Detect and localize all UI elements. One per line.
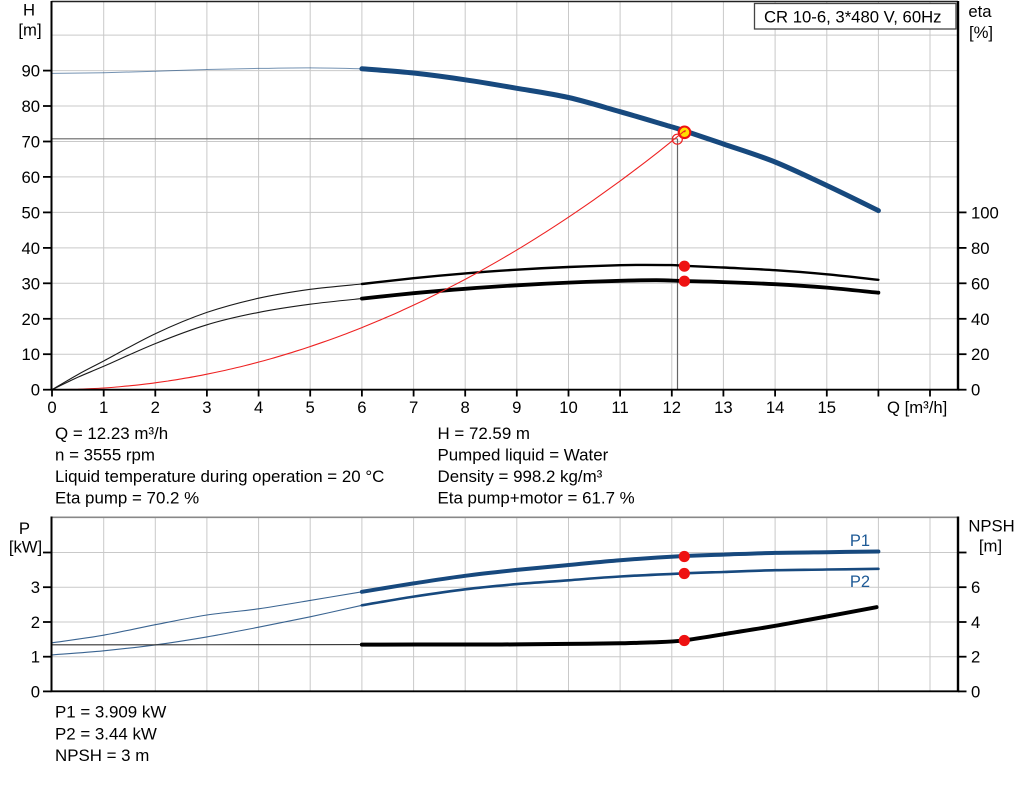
svg-text:3: 3 — [202, 398, 211, 417]
svg-text:3: 3 — [31, 578, 40, 597]
svg-text:2: 2 — [971, 648, 980, 667]
svg-text:P1 = 3.909 kW: P1 = 3.909 kW — [55, 703, 166, 722]
svg-text:Liquid temperature during oper: Liquid temperature during operation = 20… — [55, 467, 384, 486]
svg-text:1: 1 — [99, 398, 108, 417]
svg-text:CR 10-6, 3*480 V, 60Hz: CR 10-6, 3*480 V, 60Hz — [764, 8, 942, 27]
svg-text:60: 60 — [971, 274, 990, 293]
svg-text:P2 = 3.44 kW: P2 = 3.44 kW — [55, 724, 157, 743]
svg-text:H = 72.59 m: H = 72.59 m — [438, 424, 530, 443]
svg-text:20: 20 — [21, 310, 40, 329]
svg-text:[kW]: [kW] — [9, 538, 42, 557]
svg-text:Pumped liquid = Water: Pumped liquid = Water — [438, 445, 609, 464]
svg-text:8: 8 — [461, 398, 470, 417]
svg-text:Q = 12.23 m³/h: Q = 12.23 m³/h — [55, 424, 168, 443]
svg-text:Density = 998.2 kg/m³: Density = 998.2 kg/m³ — [438, 467, 603, 486]
svg-text:NPSH = 3 m: NPSH = 3 m — [55, 746, 149, 765]
svg-text:20: 20 — [971, 345, 990, 364]
svg-text:80: 80 — [971, 239, 990, 258]
svg-text:0: 0 — [971, 381, 980, 400]
svg-text:11: 11 — [611, 398, 628, 417]
svg-text:80: 80 — [21, 97, 40, 116]
svg-text:H: H — [23, 1, 35, 20]
svg-text:30: 30 — [21, 274, 40, 293]
svg-text:0: 0 — [971, 682, 980, 701]
svg-text:40: 40 — [971, 310, 990, 329]
svg-text:[m]: [m] — [979, 537, 1002, 556]
svg-text:Eta pump = 70.2 %: Eta pump = 70.2 % — [55, 489, 199, 508]
svg-text:40: 40 — [21, 239, 40, 258]
svg-text:10: 10 — [21, 345, 40, 364]
svg-text:Eta pump+motor = 61.7 %: Eta pump+motor = 61.7 % — [438, 489, 635, 508]
svg-text:4: 4 — [254, 398, 263, 417]
svg-text:14: 14 — [766, 398, 785, 417]
svg-text:10: 10 — [559, 398, 578, 417]
svg-text:[m]: [m] — [18, 21, 41, 40]
svg-text:9: 9 — [512, 398, 521, 417]
svg-text:4: 4 — [971, 613, 980, 632]
svg-text:12: 12 — [663, 398, 682, 417]
svg-text:2: 2 — [31, 613, 40, 632]
svg-text:NPSH: NPSH — [968, 517, 1014, 536]
svg-text:7: 7 — [409, 398, 418, 417]
svg-text:15: 15 — [818, 398, 837, 417]
svg-text:6: 6 — [357, 398, 366, 417]
svg-text:[%]: [%] — [969, 23, 993, 42]
svg-text:60: 60 — [21, 168, 40, 187]
svg-text:6: 6 — [971, 578, 980, 597]
svg-text:90: 90 — [21, 62, 40, 81]
svg-text:0: 0 — [47, 398, 56, 417]
svg-text:1: 1 — [31, 648, 40, 667]
svg-text:13: 13 — [714, 398, 733, 417]
svg-text:0: 0 — [31, 682, 40, 701]
svg-text:0: 0 — [31, 381, 40, 400]
svg-text:P1: P1 — [850, 532, 870, 550]
svg-text:eta: eta — [968, 2, 992, 21]
svg-text:5: 5 — [306, 398, 315, 417]
svg-text:P: P — [19, 519, 30, 538]
svg-text:100: 100 — [971, 203, 999, 222]
svg-text:P2: P2 — [850, 573, 870, 591]
svg-text:2: 2 — [151, 398, 160, 417]
svg-text:50: 50 — [21, 203, 40, 222]
svg-text:Q [m³/h]: Q [m³/h] — [887, 398, 947, 417]
svg-text:n = 3555 rpm: n = 3555 rpm — [55, 445, 155, 464]
svg-text:70: 70 — [21, 133, 40, 152]
